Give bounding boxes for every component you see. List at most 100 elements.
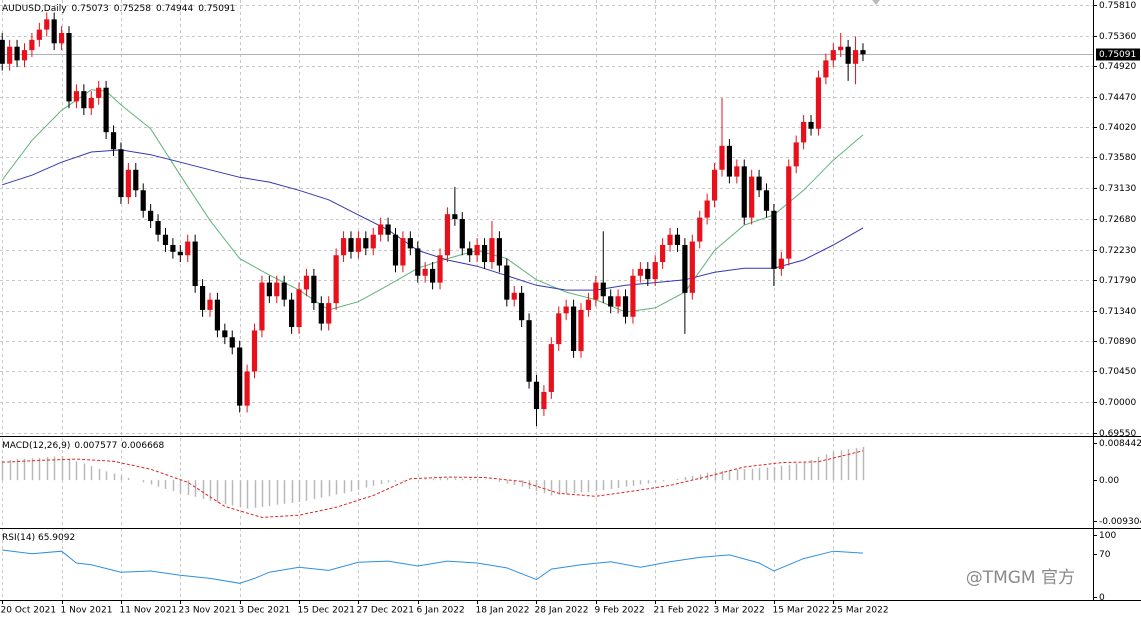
y-tick-label: 0.73130 (1099, 184, 1136, 194)
candle-body (207, 299, 213, 310)
candle-body (244, 371, 250, 406)
candle-body (370, 234, 376, 249)
candle-body (140, 190, 146, 211)
candle-body (600, 282, 606, 297)
candle-body (578, 309, 584, 351)
candle-body (392, 234, 399, 266)
candle-body (192, 241, 198, 286)
candle-body (771, 210, 777, 269)
macd-title: MACD(12,26,9) 0.007577 0.006668 (2, 441, 165, 451)
y-tick-label: 0.74920 (1099, 62, 1136, 72)
x-tick-label: 18 Jan 2022 (476, 606, 530, 616)
x-tick-label: 25 Mar 2022 (832, 606, 889, 616)
y-tick-label: 0.71790 (1099, 276, 1136, 286)
candle-body (422, 268, 428, 276)
readout-value: 0.74944 (156, 4, 193, 14)
candle-body (689, 241, 695, 293)
candle-body (378, 224, 384, 235)
candle-body (251, 330, 258, 372)
candle-body (526, 320, 532, 382)
candle-body (860, 50, 866, 55)
candle-body (7, 46, 13, 64)
candle-body (741, 166, 747, 218)
candle-body (533, 381, 540, 410)
candle-body (756, 176, 762, 191)
candle-body (348, 238, 354, 252)
candle-body (266, 282, 272, 297)
y-tick-label: 100 (1099, 531, 1116, 541)
y-tick-label: 0.73580 (1099, 153, 1136, 163)
y-tick-label: 0.75810 (1099, 1, 1136, 11)
candle-body (185, 241, 191, 256)
candle-body (660, 244, 666, 263)
x-tick-label: 28 Jan 2022 (535, 606, 589, 616)
x-tick-label: 9 Feb 2022 (595, 606, 645, 616)
candle-body (845, 46, 851, 64)
candle-body (14, 46, 20, 61)
candle-body (400, 238, 406, 266)
readout-value: 0.006668 (121, 441, 164, 451)
y-tick-label: 0.008442 (1099, 439, 1141, 449)
candle-body (452, 214, 458, 219)
watermark: @TMGM 官方 (966, 568, 1075, 588)
candle-body (29, 39, 35, 51)
y-tick-label: 0.70000 (1099, 398, 1136, 408)
candle-body (459, 218, 465, 249)
candle-body (326, 303, 332, 324)
shift-marker (872, 0, 880, 5)
candle-body (467, 248, 473, 256)
candle-body (719, 145, 725, 170)
candle-body (667, 234, 673, 245)
y-tick-label: 0.00 (1099, 476, 1119, 486)
candle-body (118, 149, 124, 198)
x-tick-label: 1 Nov 2021 (61, 606, 113, 616)
candle-body (615, 296, 621, 307)
candle-body (363, 238, 369, 249)
candle-body (125, 169, 131, 198)
y-tick-label: 0.70450 (1099, 367, 1136, 377)
candle-body (170, 244, 176, 252)
candle-body (214, 299, 221, 331)
candle-body (199, 285, 206, 310)
candle-body (289, 299, 295, 328)
candle-body (81, 91, 87, 109)
candle-body (808, 121, 814, 129)
x-tick-label: 15 Dec 2021 (298, 606, 356, 616)
candle-body (444, 214, 451, 256)
candle-body (437, 255, 443, 283)
candle-body (58, 33, 65, 44)
candle-body (430, 268, 436, 283)
candle-body (563, 306, 569, 314)
candle-body (778, 258, 784, 269)
marks (0, 12, 866, 584)
current-price-box (1096, 48, 1140, 61)
candle-body (36, 29, 42, 40)
candle-body (504, 265, 510, 300)
candle-body (415, 248, 421, 276)
candle-body (385, 224, 391, 235)
candle-body (88, 97, 94, 109)
candle-body (155, 221, 161, 235)
x-tick-label: 23 Nov 2021 (179, 606, 237, 616)
candle-body (674, 234, 681, 245)
candle-body (801, 121, 807, 143)
candle-body (823, 60, 829, 78)
readout-value: 0.75258 (114, 4, 151, 14)
candle-body (637, 268, 643, 276)
candle-body (570, 306, 577, 351)
candle-body (274, 282, 280, 297)
candle-body (177, 251, 183, 256)
candle-body (318, 303, 324, 324)
candle-body (237, 347, 243, 406)
candle-body (697, 217, 703, 242)
y-tick-label: 0.70890 (1099, 337, 1136, 347)
rsi-title: RSI(14) 65.9092 (2, 533, 75, 543)
candle-body (830, 50, 836, 61)
candle-body (815, 77, 822, 129)
moving-average (2, 149, 864, 291)
candle-body (73, 91, 80, 102)
candle-body (496, 238, 502, 266)
chart-title: AUDUSD,Daily 0.75073 0.75258 0.74944 0.75091 (2, 4, 235, 14)
y-tick-label: -0.009304 (1099, 517, 1141, 527)
